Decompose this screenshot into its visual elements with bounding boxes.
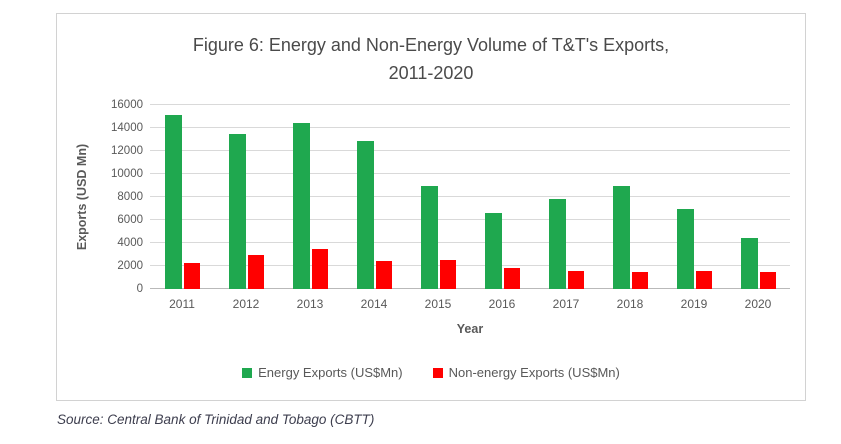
bar-group-2018: [598, 105, 662, 289]
bar-group-2020: [726, 105, 790, 289]
bar-non-energy-2019: [695, 270, 712, 289]
x-axis-line: [150, 288, 790, 289]
x-tick-label-2016: 2016: [488, 297, 516, 311]
chart-title-line1: Figure 6: Energy and Non-Energy Volume o…: [192, 35, 670, 55]
bar-energy-2014: [356, 140, 374, 289]
chart-title-line2: 2011-2020: [388, 63, 474, 83]
x-tick-label-2011: 2011: [169, 297, 195, 311]
bar-energy-2016: [484, 213, 502, 289]
legend-label-energy: Energy Exports (US$Mn): [258, 365, 403, 380]
gridline-10000: [150, 173, 790, 174]
y-tick-label-12000: 12000: [111, 144, 143, 157]
legend-swatch-non-energy: [432, 367, 443, 378]
y-axis-ticks: 0 2000 4000 6000 8000 10000 12000 14000 16000: [85, 99, 143, 294]
bar-non-energy-2018: [631, 271, 648, 289]
bar-energy-2011: [164, 115, 182, 289]
bar-group-2019: [662, 105, 726, 289]
bar-energy-2013: [292, 123, 310, 289]
gridline-2000: [150, 265, 790, 266]
x-tick-label-2014: 2014: [360, 297, 388, 311]
source-note: Source: Central Bank of Trinidad and Tob…: [57, 412, 375, 427]
bar-energy-2017: [548, 199, 566, 289]
bar-non-energy-2017: [567, 270, 584, 289]
bar-non-energy-2011: [183, 262, 200, 289]
x-tick-label-2019: 2019: [680, 297, 708, 311]
gridline-14000: [150, 127, 790, 128]
y-tick-label-16000: 16000: [111, 98, 143, 111]
x-tick-label-2020: 2020: [744, 297, 772, 311]
gridline-16000: [150, 104, 790, 105]
y-tick-label-10000: 10000: [111, 167, 143, 180]
bar-energy-2020: [740, 238, 758, 289]
bar-group-2017: [534, 105, 598, 289]
bar-group-2012: [214, 105, 278, 289]
bar-non-energy-2012: [247, 254, 264, 289]
bars-row: [150, 105, 790, 289]
legend: Energy Exports (US$Mn) Non-energy Export…: [57, 365, 805, 380]
bar-energy-2018: [612, 185, 630, 289]
x-axis-title: Year: [456, 322, 484, 336]
x-tick-label-2018: 2018: [616, 297, 644, 311]
bar-group-2015: [406, 105, 470, 289]
y-tick-label-4000: 4000: [117, 236, 143, 249]
bar-non-energy-2020: [759, 271, 776, 289]
x-tick-label-2013: 2013: [296, 297, 324, 311]
legend-item-energy: Energy Exports (US$Mn): [242, 365, 403, 380]
x-axis-labels: 2011 2012 2013 2014 2015 2016 2017 2018 2019 2020: [150, 297, 790, 311]
bar-non-energy-2013: [311, 248, 328, 289]
y-tick-label-2000: 2000: [117, 259, 143, 272]
gridline-4000: [150, 242, 790, 243]
gridline-8000: [150, 196, 790, 197]
bar-group-2011: [150, 105, 214, 289]
gridline-6000: [150, 219, 790, 220]
y-tick-label-6000: 6000: [117, 213, 143, 226]
bar-group-2016: [470, 105, 534, 289]
bar-group-2014: [342, 105, 406, 289]
bar-non-energy-2014: [375, 261, 392, 289]
bar-energy-2019: [676, 208, 694, 289]
legend-swatch-energy: [242, 367, 253, 378]
legend-label-non-energy: Non-energy Exports (US$Mn): [448, 365, 620, 380]
legend-item-non-energy: Non-energy Exports (US$Mn): [432, 365, 620, 380]
bar-non-energy-2016: [503, 268, 520, 289]
bar-energy-2012: [228, 133, 246, 289]
bar-energy-2015: [420, 185, 438, 289]
bar-group-2013: [278, 105, 342, 289]
x-tick-label-2017: 2017: [552, 297, 580, 311]
y-tick-label-0: 0: [136, 282, 143, 295]
y-tick-label-14000: 14000: [111, 121, 143, 134]
y-tick-label-8000: 8000: [117, 190, 143, 203]
gridline-12000: [150, 150, 790, 151]
plot-area: [150, 104, 790, 289]
chart-card[interactable]: Figure 6: Energy and Non-Energy Volume o…: [56, 13, 806, 401]
x-tick-label-2015: 2015: [424, 297, 452, 311]
bar-non-energy-2015: [439, 260, 456, 289]
x-tick-label-2012: 2012: [232, 297, 260, 311]
chart-title: Figure 6: Energy and Non-Energy Volume o…: [57, 31, 805, 87]
